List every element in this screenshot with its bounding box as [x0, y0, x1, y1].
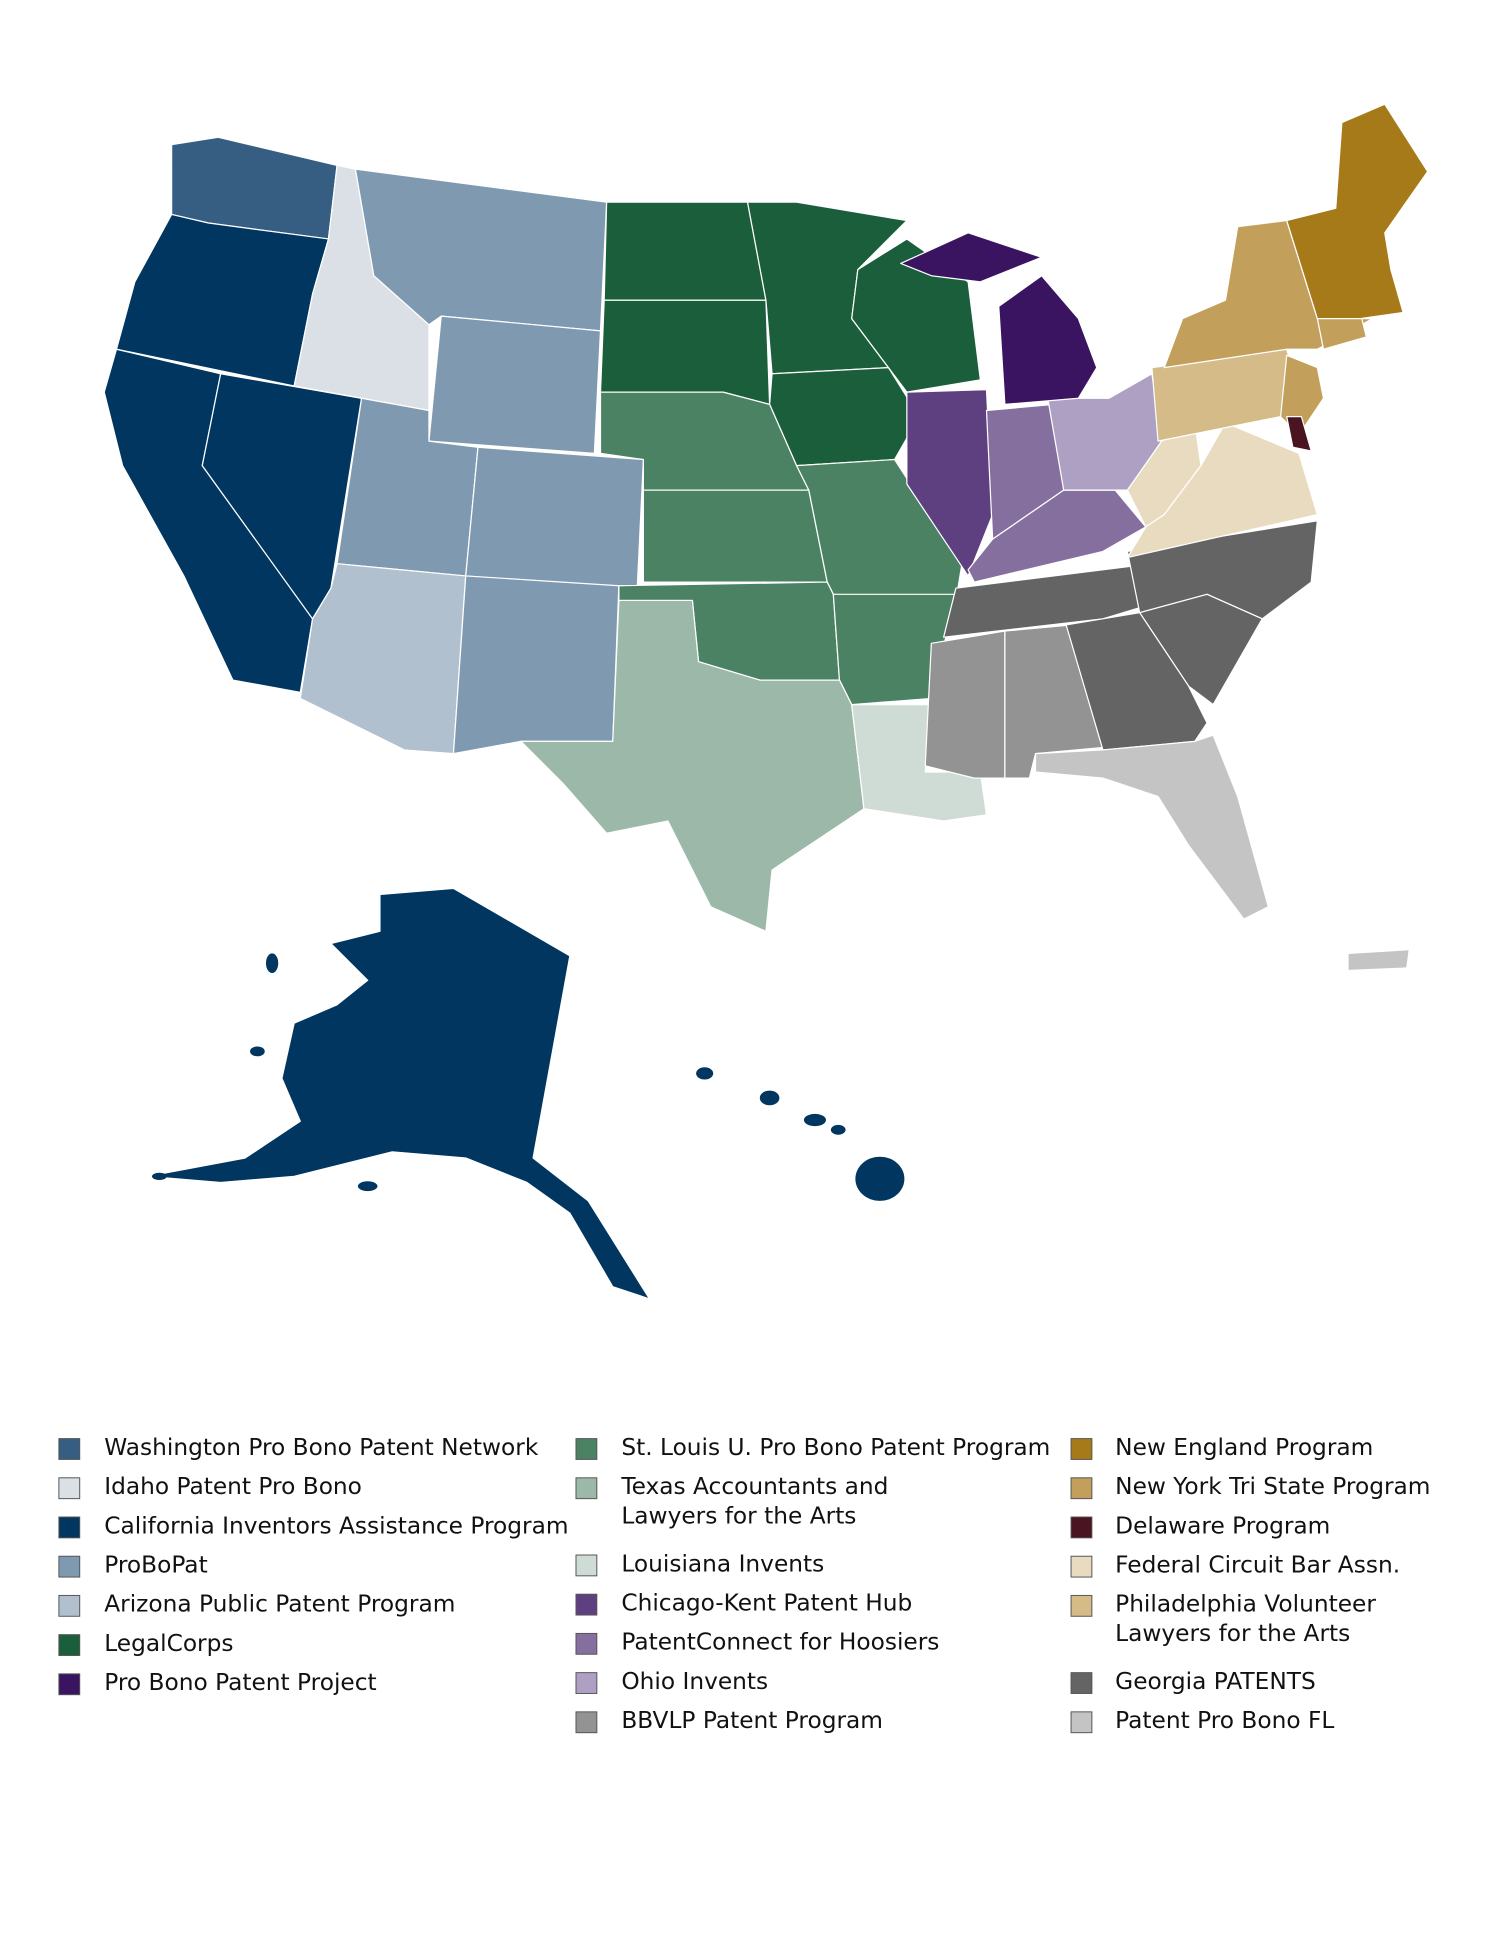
- legend-label: Chicago-Kent Patent Hub: [621, 1590, 912, 1617]
- legend-swatch: [1071, 1478, 1092, 1499]
- legend-label: Washington Pro Bono Patent Network: [104, 1434, 539, 1461]
- legend-swatch: [59, 1556, 80, 1577]
- legend-label: Lawyers for the Arts: [1115, 1620, 1350, 1647]
- legend-label: LegalCorps: [104, 1630, 233, 1657]
- legend-swatch: [576, 1712, 597, 1733]
- legend-label: Texas Accountants and: [620, 1473, 888, 1500]
- state-region: [999, 276, 1097, 405]
- legend-label: Philadelphia Volunteer: [1115, 1591, 1376, 1618]
- legend-label: Ohio Invents: [621, 1668, 768, 1695]
- legend-label: St. Louis U. Pro Bono Patent Program: [621, 1434, 1050, 1461]
- legend-label: New York Tri State Program: [1115, 1473, 1430, 1500]
- legend-label: BBVLP Patent Program: [621, 1707, 883, 1734]
- legend-swatch: [59, 1674, 80, 1695]
- state-region: [466, 447, 644, 588]
- state-region: [643, 490, 827, 582]
- state-region: [1036, 735, 1269, 919]
- legend-swatch: [59, 1635, 80, 1656]
- legend-swatch: [576, 1555, 597, 1576]
- legend-swatch: [1071, 1673, 1092, 1694]
- state-region: [1287, 104, 1428, 318]
- legend-swatch: [1071, 1439, 1092, 1460]
- legend-swatch: [1071, 1556, 1092, 1577]
- legend-label: Delaware Program: [1115, 1512, 1330, 1539]
- state-region: [604, 202, 766, 300]
- legend-swatch: [576, 1673, 597, 1694]
- legend-label: Patent Pro Bono FL: [1115, 1707, 1334, 1734]
- program-map: Washington Pro Bono Patent Network Idaho …: [0, 0, 1500, 1941]
- legend-label: Georgia PATENTS: [1115, 1668, 1316, 1695]
- island: [152, 1173, 167, 1180]
- legend-swatch: [576, 1633, 597, 1654]
- island: [760, 1091, 780, 1106]
- legend-swatch: [576, 1439, 597, 1460]
- legend-swatch: [1071, 1712, 1092, 1733]
- state-region: [925, 631, 1005, 778]
- legend-label: PatentConnect for Hoosiers: [621, 1629, 939, 1656]
- island: [804, 1114, 826, 1126]
- legend-swatch: [59, 1439, 80, 1460]
- legend-swatch: [59, 1595, 80, 1616]
- state-region: [147, 888, 649, 1299]
- legend-label: Louisiana Invents: [621, 1550, 824, 1577]
- legend-label: Idaho Patent Pro Bono: [104, 1473, 362, 1500]
- legend-swatch: [59, 1478, 80, 1499]
- island: [696, 1067, 713, 1079]
- page: {"legend": {"items": [ {"name": "Washing…: [0, 0, 1500, 1941]
- legend-swatch: [1071, 1517, 1092, 1538]
- legend-swatch: [576, 1478, 597, 1499]
- legend: Washington Pro Bono Patent Network Idaho …: [59, 1434, 1431, 1734]
- state-region: [429, 316, 601, 453]
- legend-swatch: [1071, 1595, 1092, 1616]
- legend-label: ProBoPat: [104, 1552, 207, 1579]
- island: [831, 1125, 846, 1135]
- legend-label: Federal Circuit Bar Assn.: [1115, 1552, 1400, 1579]
- island: [250, 1046, 265, 1056]
- legend-label: California Inventors Assistance Program: [104, 1512, 568, 1539]
- legend-label: Pro Bono Patent Project: [104, 1669, 376, 1696]
- legend-label: Lawyers for the Arts: [621, 1503, 856, 1530]
- island: [358, 1181, 378, 1191]
- island: [855, 1157, 904, 1201]
- legend-swatch: [576, 1594, 597, 1615]
- island: [266, 953, 278, 973]
- state-region: [601, 300, 770, 404]
- state-region: [1348, 950, 1409, 971]
- state-region: [770, 368, 919, 466]
- legend-label: Arizona Public Patent Program: [104, 1591, 455, 1618]
- legend-swatch: [59, 1517, 80, 1538]
- map-regions: [104, 104, 1427, 1299]
- legend-label: New England Program: [1115, 1434, 1373, 1461]
- state-region: [453, 576, 618, 754]
